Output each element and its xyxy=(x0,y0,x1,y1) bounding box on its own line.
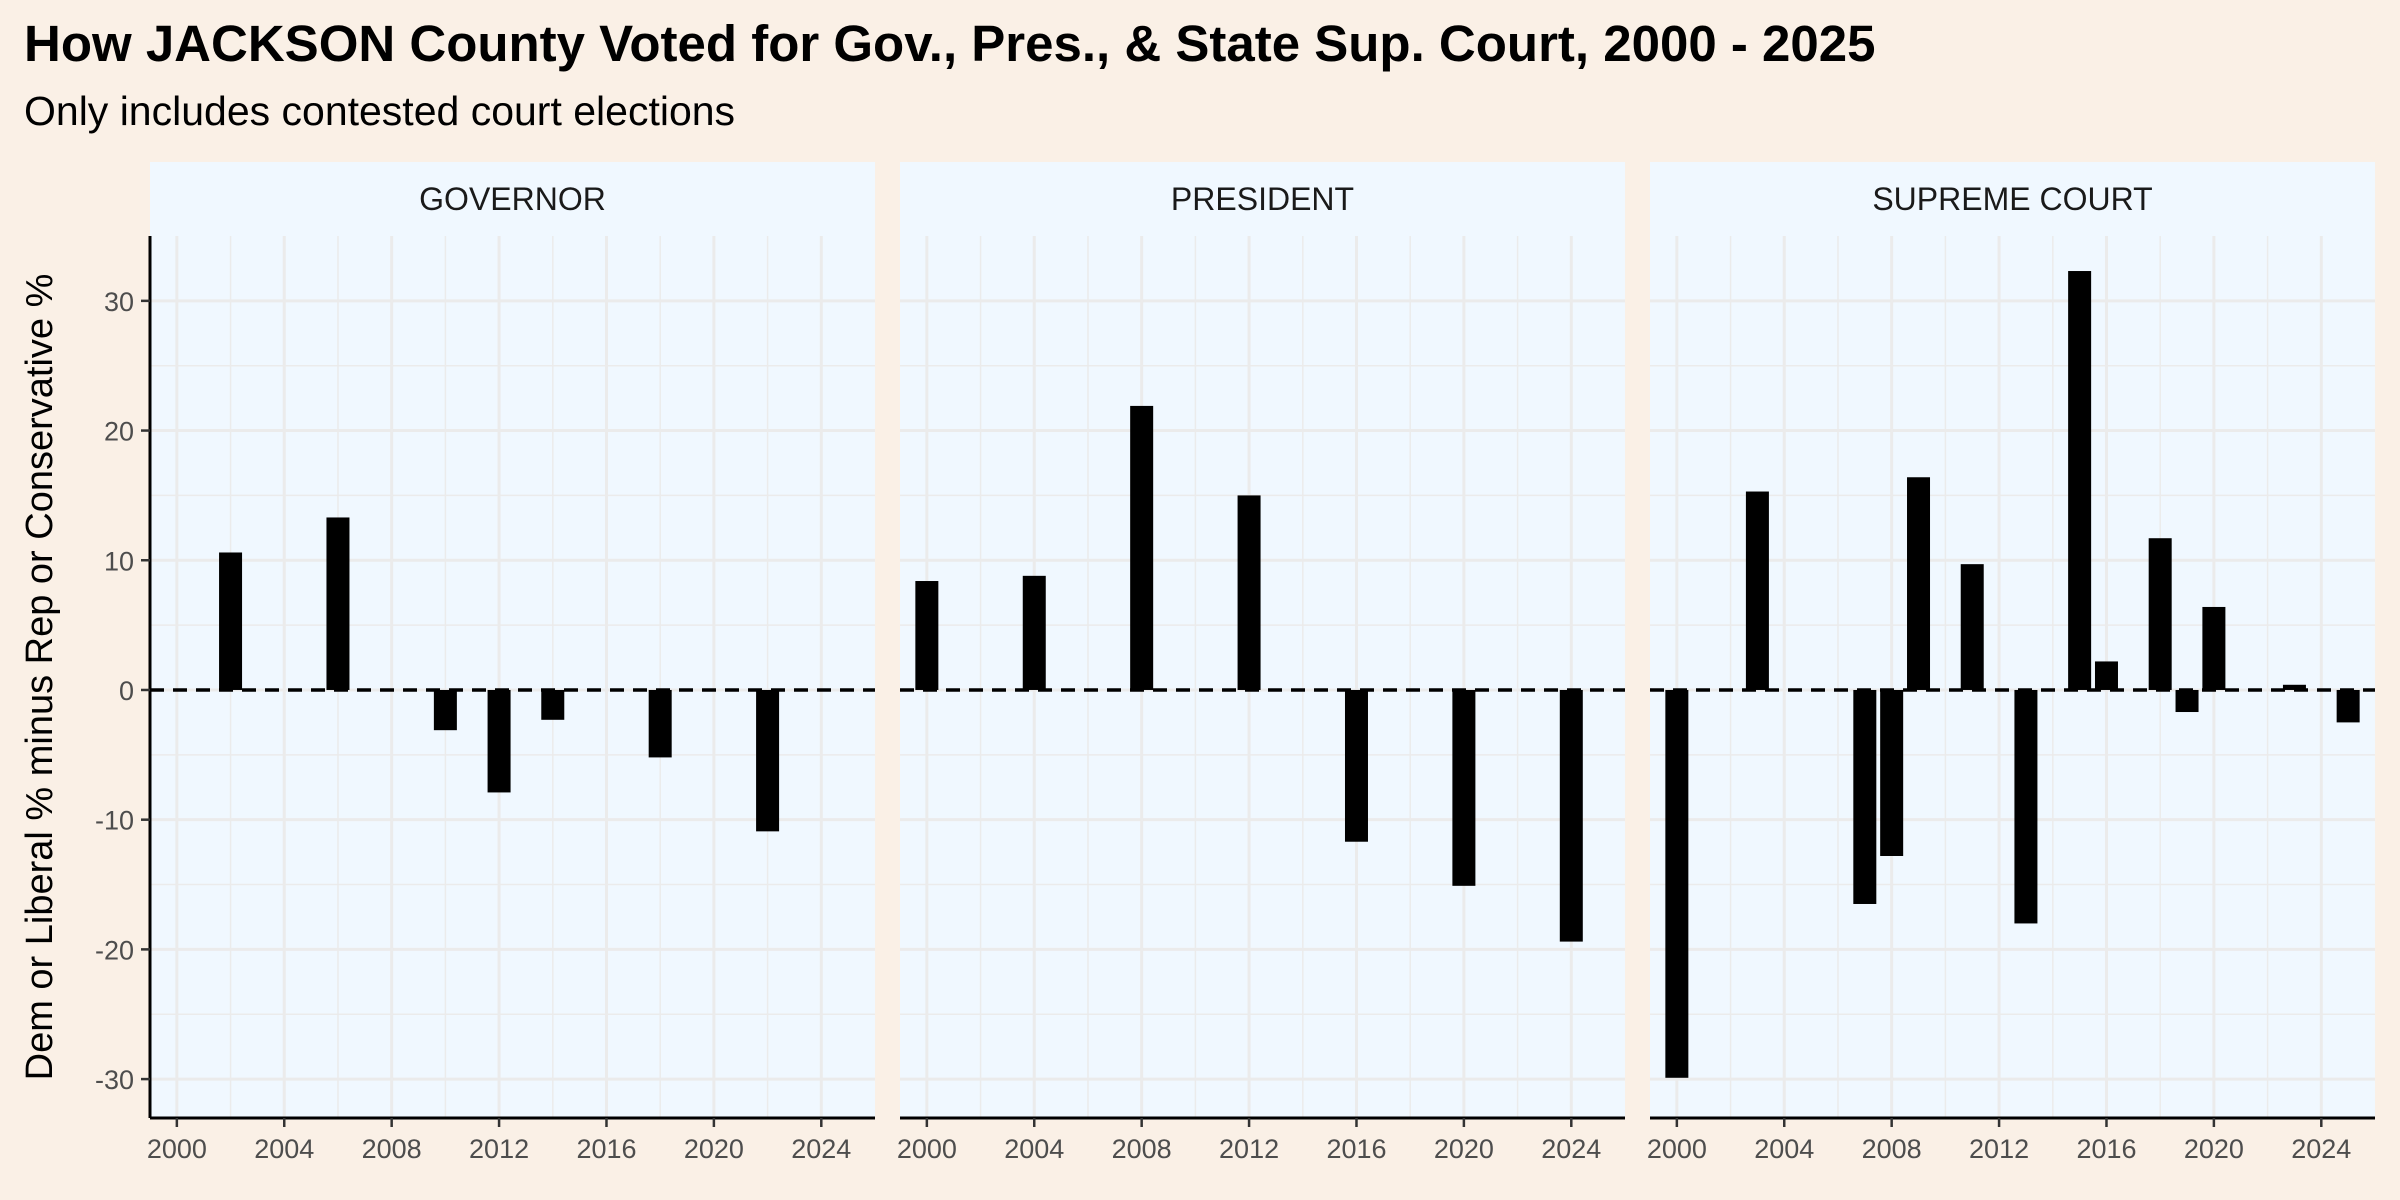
bar-2002 xyxy=(219,552,243,690)
bar-2009 xyxy=(1907,477,1931,690)
x-tick-label: 2020 xyxy=(2184,1134,2244,1164)
chart-title: How JACKSON County Voted for Gov., Pres.… xyxy=(24,15,1876,72)
facet-strip xyxy=(900,162,1625,236)
x-tick-label: 2012 xyxy=(1219,1134,1279,1164)
x-tick-label: 2024 xyxy=(791,1134,851,1164)
x-tick-label: 2004 xyxy=(254,1134,314,1164)
y-tick-label: -10 xyxy=(95,806,134,836)
panel-background xyxy=(1650,236,2375,1118)
bar-2020 xyxy=(2202,606,2226,690)
x-tick-label: 2008 xyxy=(1862,1134,1922,1164)
facet-strip-label: PRESIDENT xyxy=(1171,181,1354,217)
panel-background xyxy=(900,236,1625,1118)
x-tick-label: 2000 xyxy=(897,1134,957,1164)
chart-subtitle: Only includes contested court elections xyxy=(24,88,736,134)
x-tick-label: 2016 xyxy=(576,1134,636,1164)
bar-2015 xyxy=(2068,271,2092,690)
x-tick-label: 2000 xyxy=(1647,1134,1707,1164)
facet-panel-supreme-court: SUPREME COURT 2000 2004 2008 2012 2016 2020 202… xyxy=(1647,162,2375,1164)
bar-2016 xyxy=(1344,689,1368,842)
x-tick-label: 2004 xyxy=(1004,1134,1064,1164)
y-tick-label: 30 xyxy=(104,287,134,317)
x-tick-label: 2008 xyxy=(362,1134,422,1164)
bar-2012 xyxy=(1237,495,1261,690)
x-tick-label: 2020 xyxy=(684,1134,744,1164)
y-tick-label: -20 xyxy=(95,935,134,965)
facet-strip xyxy=(1650,162,2375,236)
bar-2019 xyxy=(2175,689,2199,713)
y-tick-label: -30 xyxy=(95,1065,134,1095)
panel-background xyxy=(150,236,875,1118)
bar-2012 xyxy=(487,689,511,793)
x-tick-label: 2020 xyxy=(1434,1134,1494,1164)
facet-panel-president: PRESIDENT 2000 2004 2008 2012 2016 2020 2024 xyxy=(897,162,1625,1164)
y-tick-label: 20 xyxy=(104,417,134,447)
facet-strip xyxy=(150,162,875,236)
bar-2004 xyxy=(1022,575,1046,690)
bar-2006 xyxy=(326,517,350,690)
bar-2014 xyxy=(541,689,565,720)
x-tick-label: 2016 xyxy=(2076,1134,2136,1164)
bar-2020 xyxy=(1452,689,1476,886)
x-tick-label: 2024 xyxy=(1541,1134,1601,1164)
x-tick-label: 2004 xyxy=(1754,1134,1814,1164)
bar-2000 xyxy=(915,581,939,690)
bar-2022 xyxy=(756,689,780,832)
bar-2003 xyxy=(1745,491,1769,690)
bar-2010 xyxy=(433,689,457,731)
facet-panel-governor: GOVERNOR 2000 2004 2008 2012 2016 2020 2024 xyxy=(147,162,875,1164)
bar-2024 xyxy=(1559,689,1583,942)
x-tick-label: 2024 xyxy=(2291,1134,2351,1164)
x-tick-label: 2012 xyxy=(1969,1134,2029,1164)
y-tick-label: 0 xyxy=(119,676,134,706)
y-axis-title: Dem or Liberal % minus Rep or Conservati… xyxy=(19,274,61,1081)
bar-2013 xyxy=(2014,689,2038,924)
bar-2008 xyxy=(1880,689,1904,856)
bar-2008 xyxy=(1130,405,1154,690)
y-tick-label: 10 xyxy=(104,546,134,576)
bar-2018 xyxy=(2148,538,2172,690)
x-tick-label: 2000 xyxy=(147,1134,207,1164)
bar-2011 xyxy=(1960,564,1984,690)
x-tick-label: 2012 xyxy=(469,1134,529,1164)
x-tick-label: 2008 xyxy=(1112,1134,1172,1164)
facet-strip-label: GOVERNOR xyxy=(419,181,606,217)
bar-2023 xyxy=(2282,684,2306,690)
x-tick-label: 2016 xyxy=(1326,1134,1386,1164)
bar-2007 xyxy=(1853,689,1877,904)
bar-2000 xyxy=(1665,689,1689,1078)
bar-2025 xyxy=(2336,689,2360,723)
bar-2018 xyxy=(648,689,672,758)
bar-2016 xyxy=(2094,661,2118,690)
facet-strip-label: SUPREME COURT xyxy=(1872,181,2152,217)
